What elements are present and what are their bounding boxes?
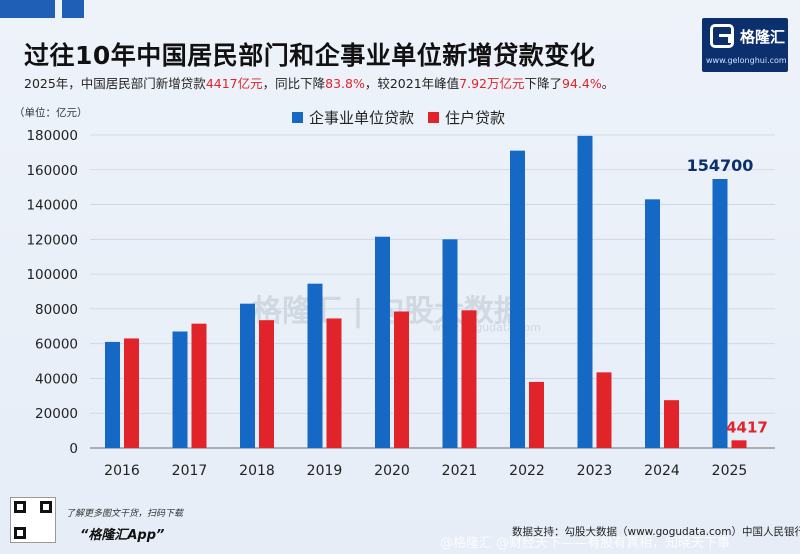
- x-tick-label: 2021: [442, 463, 478, 479]
- y-tick-label: 160000: [26, 163, 78, 179]
- bar-corporate: [442, 239, 458, 448]
- bar-corporate: [577, 135, 593, 448]
- subtitle-highlight: 83.8%: [325, 76, 365, 91]
- bar-corporate: [307, 283, 323, 448]
- y-tick-label: 40000: [35, 371, 78, 387]
- y-axis: 0 20000 40000 60000 80000 100000 120000 140000 1…: [26, 128, 78, 457]
- y-tick-label: 0: [69, 441, 78, 457]
- subtitle-highlight: 7.92万亿元: [459, 76, 525, 91]
- bar-corporate: [375, 236, 390, 448]
- x-axis: 2016 2017 2018 2019 2020 2021 2022 2023 2024 2025: [104, 463, 747, 479]
- bars: [105, 135, 747, 448]
- subtitle-text: ，较2021年峰值: [364, 76, 460, 91]
- bar-corporate: [240, 303, 255, 448]
- bar-household: [731, 440, 747, 448]
- x-tick-label: 2020: [374, 463, 410, 479]
- subtitle-text: 。: [601, 76, 615, 91]
- brand-logo: 格隆汇 www.gelonghui.com: [702, 18, 788, 72]
- y-tick-label: 20000: [35, 406, 78, 422]
- logo-mark-icon: [710, 24, 734, 48]
- subtitle-text: 2025年，中国居民部门新增贷款: [24, 76, 206, 91]
- footer-app: “格隆汇App”: [80, 528, 165, 543]
- header-decoration: [0, 0, 90, 18]
- subtitle-text: 下降了: [524, 76, 563, 91]
- bar-household: [529, 381, 544, 448]
- logo-name: 格隆汇: [740, 28, 786, 46]
- bar-household: [664, 400, 679, 448]
- data-label: 154700: [687, 156, 754, 175]
- y-tick-label: 80000: [35, 302, 78, 318]
- bar-household: [259, 320, 274, 448]
- subtitle-highlight: 94.4%: [562, 76, 602, 91]
- bar-household: [461, 310, 477, 448]
- qr-code-icon: [10, 497, 56, 543]
- x-tick-label: 2022: [509, 463, 545, 479]
- y-tick-label: 180000: [26, 128, 78, 144]
- legend-swatch: [292, 112, 303, 123]
- logo-url: www.gelonghui.com: [706, 56, 787, 65]
- qr-code: [10, 497, 58, 543]
- y-tick-label: 60000: [35, 337, 78, 353]
- chart-title: 过往10年中国居民部门和企事业单位新增贷款变化: [24, 41, 596, 70]
- subtitle-text: ，同比下降: [262, 76, 326, 91]
- bar-household: [326, 318, 342, 448]
- bar-corporate: [712, 178, 728, 448]
- legend-label: 企事业单位贷款: [309, 109, 414, 127]
- x-tick-label: 2025: [712, 463, 748, 479]
- x-tick-label: 2019: [307, 463, 343, 479]
- x-tick-label: 2017: [172, 463, 208, 479]
- x-tick-label: 2024: [644, 463, 680, 479]
- footer-note: 了解更多图文干货，扫码下载: [66, 509, 184, 519]
- bar-corporate: [105, 341, 120, 448]
- y-tick-label: 140000: [26, 198, 78, 214]
- bar-household: [596, 372, 612, 448]
- bottom-watermark: @格隆汇 @财经天下——有股有真相，知晓天下事: [440, 536, 731, 551]
- x-tick-label: 2018: [239, 463, 275, 479]
- x-tick-label: 2023: [577, 463, 613, 479]
- legend: 企事业单位贷款 住户贷款: [292, 109, 505, 127]
- x-tick-label: 2016: [104, 463, 140, 479]
- data-label: 4417: [726, 418, 768, 436]
- bar-household: [191, 323, 207, 448]
- data-source: 数据支持：勾股大数据（www.gogudata.com）中国人民银行: [512, 526, 800, 538]
- legend-swatch: [428, 112, 439, 123]
- annotations: 154700 4417: [687, 156, 768, 436]
- bar-household: [394, 311, 409, 448]
- subtitle-highlight: 4417亿元: [205, 76, 263, 91]
- y-unit-label: （单位：亿元）: [14, 106, 88, 119]
- bar-corporate: [172, 331, 188, 448]
- bar-corporate: [645, 199, 660, 448]
- chart-subtitle: 2025年，中国居民部门新增贷款4417亿元，同比下降83.8%，较2021年峰…: [24, 73, 614, 92]
- bar-corporate: [510, 150, 525, 448]
- bar-household: [124, 338, 139, 448]
- y-tick-label: 100000: [26, 267, 78, 283]
- y-tick-label: 120000: [26, 232, 78, 248]
- legend-label: 住户贷款: [445, 109, 505, 127]
